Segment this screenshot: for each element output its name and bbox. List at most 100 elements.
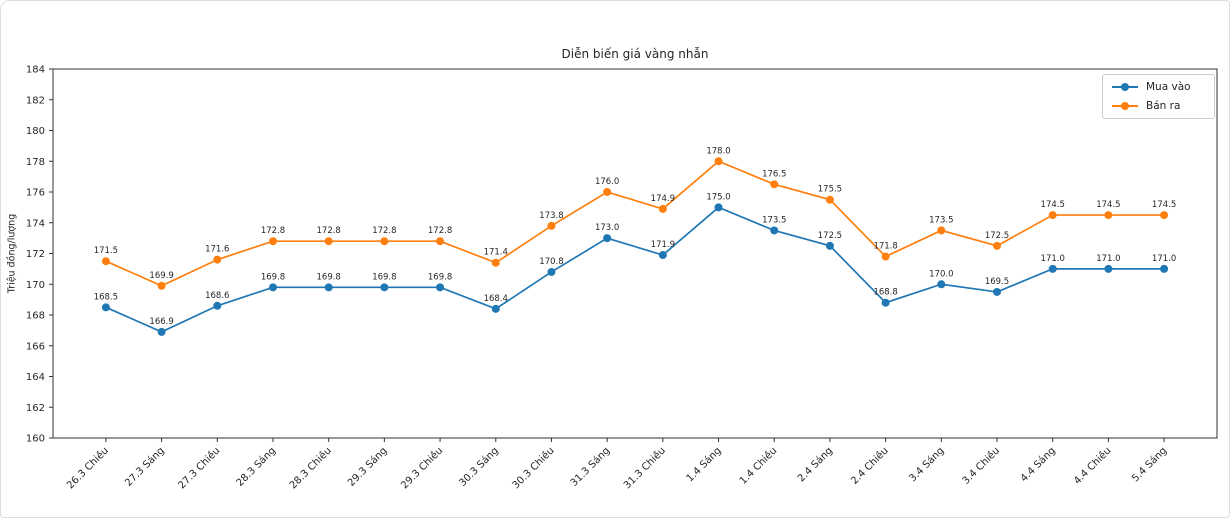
data-point-marker [324, 283, 333, 292]
chart-title: Diễn biến giá vàng nhẫn [561, 47, 709, 61]
data-point-label: 171.0 [1096, 254, 1120, 264]
y-tick-label: 176 [26, 188, 45, 199]
data-point-label: 171.6 [205, 245, 229, 255]
x-tick-label: 27.3 Chiều [176, 445, 223, 492]
y-tick-label: 162 [26, 403, 45, 414]
data-point-marker [1104, 211, 1113, 220]
x-tick-label: 31.3 Chiều [621, 445, 668, 492]
y-tick-label: 168 [26, 311, 45, 322]
data-point-marker [993, 287, 1002, 296]
x-tick-label: 29.3 Chiều [398, 445, 445, 492]
data-point-marker [937, 226, 946, 235]
data-point-marker [881, 298, 890, 307]
data-point-marker [380, 237, 389, 246]
data-point-label: 172.8 [317, 226, 341, 236]
data-point-label: 170.0 [929, 269, 953, 279]
x-tick-label: 5.4 Sáng [1129, 445, 1169, 485]
data-point-marker [157, 281, 166, 290]
data-point-marker [1048, 211, 1057, 220]
data-point-marker [436, 283, 445, 292]
legend-item-ban-ra: Bán ra [1112, 99, 1206, 113]
legend-label: Mua vào [1146, 81, 1191, 93]
x-tick-label: 27.3 Sáng [122, 445, 166, 489]
x-tick-label: 26.3 Chiều [64, 445, 111, 492]
data-point-marker [1104, 264, 1113, 273]
data-point-marker [825, 241, 834, 250]
x-tick-label: 1.4 Chiều [737, 445, 779, 487]
legend-label: Bán ra [1146, 100, 1181, 112]
data-point-label: 172.5 [818, 231, 842, 241]
legend-line-marker-icon [1112, 83, 1138, 91]
data-point-marker [213, 301, 222, 310]
data-point-label: 171.0 [1041, 254, 1065, 264]
y-tick-label: 180 [26, 126, 45, 137]
data-point-label: 168.6 [205, 291, 229, 301]
y-tick-label: 172 [26, 249, 45, 260]
data-point-marker [993, 241, 1002, 250]
data-point-marker [491, 304, 500, 313]
y-axis-label: Triệu đồng/lượng [6, 213, 18, 294]
y-tick-label: 166 [26, 341, 45, 352]
data-point-label: 169.8 [428, 272, 452, 282]
data-point-label: 174.9 [651, 194, 675, 204]
data-point-marker [937, 280, 946, 289]
data-point-marker [714, 157, 723, 166]
y-tick-label: 160 [26, 434, 45, 445]
data-point-label: 171.0 [1152, 254, 1176, 264]
data-point-label: 169.8 [261, 272, 285, 282]
x-tick-label: 30.3 Chiều [510, 445, 557, 492]
data-point-marker [547, 221, 556, 230]
y-tick-label: 178 [26, 157, 45, 168]
data-point-marker [881, 252, 890, 261]
data-point-label: 171.8 [873, 242, 897, 252]
data-point-label: 169.8 [372, 272, 396, 282]
x-tick-label: 28.3 Sáng [234, 445, 278, 489]
data-point-marker [157, 327, 166, 336]
data-point-label: 174.5 [1041, 200, 1065, 210]
data-point-marker [770, 180, 779, 189]
data-point-label: 175.5 [818, 185, 842, 195]
data-point-label: 172.8 [372, 226, 396, 236]
y-tick-label: 170 [26, 280, 45, 291]
y-tick-label: 174 [26, 218, 45, 229]
data-point-label: 176.5 [762, 169, 786, 179]
x-tick-label: 2.4 Sáng [795, 445, 835, 485]
legend-item-mua-vao: Mua vào [1112, 80, 1206, 94]
data-point-label: 173.8 [539, 211, 563, 221]
x-tick-label: 4.4 Chiều [1071, 445, 1113, 487]
series-line-1 [105, 160, 1165, 287]
data-point-label: 172.5 [985, 231, 1009, 241]
series-line-0 [105, 206, 1165, 333]
x-tick-label: 29.3 Sáng [345, 445, 389, 489]
data-point-label: 171.4 [484, 248, 508, 258]
data-point-marker [268, 283, 277, 292]
data-point-label: 174.5 [1096, 200, 1120, 210]
y-tick-label: 184 [26, 65, 45, 76]
data-point-marker [1048, 264, 1057, 273]
data-point-marker [268, 237, 277, 246]
data-point-marker [380, 283, 389, 292]
data-point-marker [603, 234, 612, 243]
x-tick-label: 1.4 Sáng [684, 445, 724, 485]
data-point-marker [101, 303, 110, 312]
legend-line-marker-icon [1112, 102, 1138, 110]
x-tick-label: 4.4 Sáng [1018, 445, 1058, 485]
data-point-label: 171.9 [651, 240, 675, 250]
data-point-marker [436, 237, 445, 246]
data-point-marker [603, 188, 612, 196]
data-point-label: 173.5 [762, 215, 786, 225]
y-tick-label: 182 [26, 95, 45, 106]
x-tick-label: 3.4 Sáng [907, 445, 947, 485]
data-point-marker [491, 258, 500, 267]
data-point-label: 168.4 [484, 294, 508, 304]
data-point-label: 168.8 [873, 288, 897, 298]
data-point-marker [658, 204, 667, 213]
x-tick-label: 30.3 Sáng [457, 445, 501, 489]
data-point-label: 170.8 [539, 257, 563, 267]
data-point-label: 176.0 [595, 177, 619, 187]
data-point-label: 168.5 [94, 292, 118, 302]
legend: Mua vào Bán ra [1102, 74, 1215, 119]
x-tick-label: 31.3 Sáng [568, 445, 612, 489]
data-point-label: 169.8 [317, 272, 341, 282]
